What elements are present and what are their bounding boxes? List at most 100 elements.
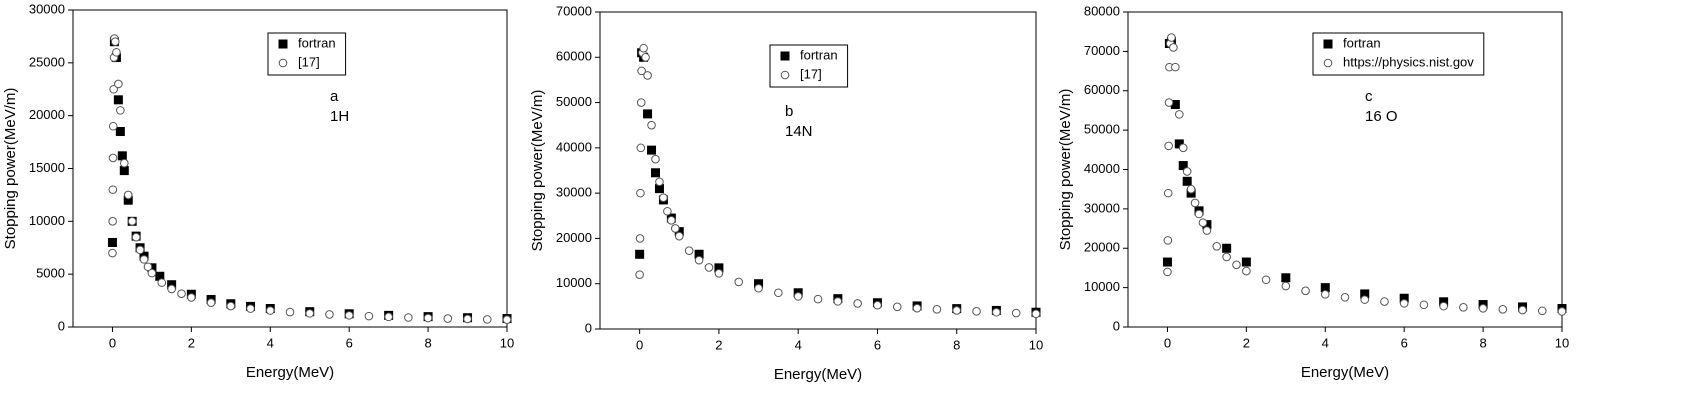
point xyxy=(793,292,803,301)
point xyxy=(116,106,125,115)
y-axis-label: Stopping power(MeV/m) xyxy=(1057,89,1074,251)
x-tick-label: 8 xyxy=(1479,335,1486,350)
point xyxy=(463,314,472,324)
point xyxy=(647,120,656,130)
point xyxy=(647,145,657,155)
point xyxy=(754,283,763,293)
point xyxy=(643,109,653,119)
point xyxy=(972,307,981,316)
point xyxy=(114,79,123,89)
point xyxy=(167,284,176,294)
point xyxy=(157,278,167,287)
point xyxy=(404,313,413,322)
point xyxy=(674,231,684,241)
point xyxy=(155,271,165,281)
point xyxy=(734,277,744,287)
y-tick-label: 10000 xyxy=(29,213,65,228)
point xyxy=(694,255,704,265)
legend-box xyxy=(1312,32,1485,76)
point xyxy=(1360,295,1370,304)
y-tick-label: 0 xyxy=(58,318,65,333)
y-tick-label: 0 xyxy=(1113,318,1120,333)
point xyxy=(423,313,433,323)
point xyxy=(641,52,650,62)
y-tick-label: 50000 xyxy=(556,94,592,109)
point xyxy=(113,95,123,105)
point xyxy=(110,37,120,47)
y-tick-label: 0 xyxy=(585,320,592,335)
x-tick-label: 0 xyxy=(636,337,643,352)
point xyxy=(206,298,216,307)
legend-marker xyxy=(1323,58,1333,68)
point xyxy=(952,306,962,315)
point xyxy=(635,270,644,279)
y-tick-label: 5000 xyxy=(36,266,65,281)
point xyxy=(109,84,118,94)
point xyxy=(1170,100,1180,110)
annotation: a xyxy=(330,88,339,105)
y-tick-label: 40000 xyxy=(1084,161,1120,176)
x-axis-label: Energy(MeV) xyxy=(1301,364,1389,381)
point xyxy=(754,279,764,289)
point xyxy=(123,195,133,205)
point xyxy=(1320,290,1330,299)
x-tick-label: 6 xyxy=(346,335,353,350)
point xyxy=(1439,297,1449,307)
point xyxy=(123,190,133,200)
point xyxy=(1232,260,1241,270)
point xyxy=(639,43,648,53)
point xyxy=(1557,307,1567,316)
legend-marker xyxy=(278,39,288,49)
x-tick-label: 2 xyxy=(1243,335,1250,350)
panel: 0 5000 10000 15000 20000 25000 30000 0 2 4 6 8 10 Ene… xyxy=(2,1,514,381)
point xyxy=(285,307,295,317)
point xyxy=(482,315,492,324)
point xyxy=(853,299,862,308)
point xyxy=(127,217,137,226)
point xyxy=(364,311,374,321)
point xyxy=(384,312,393,322)
annotation: 14N xyxy=(785,123,813,140)
point xyxy=(135,245,145,255)
point xyxy=(636,98,646,107)
point xyxy=(325,310,334,319)
point xyxy=(1399,299,1409,308)
point xyxy=(1439,301,1448,311)
point xyxy=(1202,220,1212,230)
point xyxy=(813,294,823,304)
y-tick-label: 40000 xyxy=(556,139,592,154)
point xyxy=(1174,139,1184,149)
point xyxy=(1222,252,1231,262)
x-tick-label: 2 xyxy=(715,337,722,352)
point xyxy=(1174,110,1184,119)
point xyxy=(1163,188,1173,198)
x-tick-label: 6 xyxy=(874,337,881,352)
point xyxy=(119,166,129,176)
y-tick-label: 20000 xyxy=(556,230,592,245)
point xyxy=(833,297,843,306)
point xyxy=(131,232,141,242)
point xyxy=(1167,33,1176,42)
point xyxy=(443,314,453,323)
annotation: 1H xyxy=(330,108,349,125)
point xyxy=(305,309,315,318)
point xyxy=(265,306,275,315)
x-tick-label: 10 xyxy=(1029,337,1043,352)
y-tick-label: 70000 xyxy=(1084,43,1120,58)
point xyxy=(246,304,255,313)
x-tick-label: 8 xyxy=(953,337,960,352)
point xyxy=(1459,303,1468,312)
x-axis-label: Energy(MeV) xyxy=(774,366,862,383)
point xyxy=(1380,297,1389,306)
point xyxy=(636,143,646,153)
point xyxy=(108,153,118,163)
y-tick-label: 25000 xyxy=(29,54,65,69)
x-tick-label: 4 xyxy=(267,335,274,350)
point xyxy=(147,268,157,278)
point xyxy=(1212,241,1222,251)
point xyxy=(1164,141,1173,151)
point xyxy=(714,263,724,273)
point xyxy=(1399,293,1409,303)
y-tick-label: 30000 xyxy=(29,1,65,16)
